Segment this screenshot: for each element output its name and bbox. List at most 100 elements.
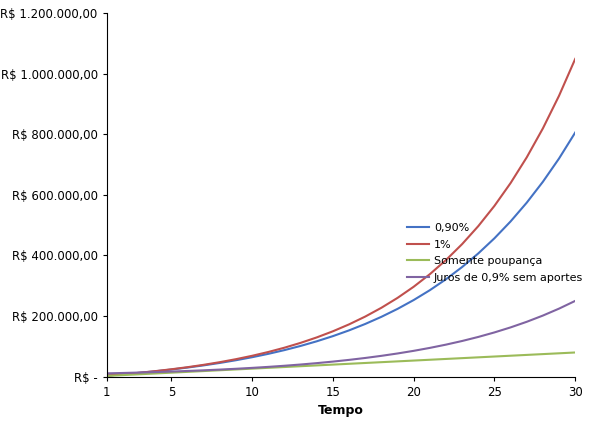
Somente poupança	[248, 366, 256, 371]
Line: Somente poupança: Somente poupança	[107, 352, 575, 376]
Line: 1%: 1%	[107, 59, 575, 375]
Juros de 0,9% sem aportes	[313, 361, 320, 366]
Juros de 0,9% sem aportes	[378, 353, 385, 359]
0,90%	[491, 236, 498, 241]
Juros de 0,9% sem aportes	[119, 370, 126, 375]
1%	[168, 367, 175, 372]
1%	[248, 353, 256, 359]
0,90%	[523, 200, 530, 205]
0,90%	[346, 328, 353, 333]
1%	[297, 340, 304, 346]
0,90%	[119, 372, 126, 377]
Juros de 0,9% sem aportes	[540, 313, 547, 318]
1%	[362, 314, 369, 319]
0,90%	[313, 339, 320, 344]
1%	[232, 356, 240, 362]
0,90%	[232, 358, 240, 363]
0,90%	[442, 277, 449, 282]
0,90%	[362, 321, 369, 326]
Somente poupança	[426, 357, 433, 362]
1%	[491, 203, 498, 208]
Somente poupança	[475, 355, 482, 360]
Juros de 0,9% sem aportes	[394, 351, 401, 356]
Juros de 0,9% sem aportes	[248, 365, 256, 371]
Juros de 0,9% sem aportes	[426, 345, 433, 350]
Somente poupança	[556, 351, 563, 356]
Somente poupança	[232, 367, 240, 372]
Legend: 0,90%, 1%, Somente poupança, Juros de 0,9% sem aportes: 0,90%, 1%, Somente poupança, Juros de 0,…	[403, 219, 588, 288]
Juros de 0,9% sem aportes	[362, 355, 369, 361]
1%	[264, 349, 272, 355]
0,90%	[297, 343, 304, 349]
Somente poupança	[329, 362, 336, 367]
1%	[184, 365, 191, 370]
Juros de 0,9% sem aportes	[103, 371, 110, 376]
X-axis label: Tempo: Tempo	[318, 404, 364, 417]
0,90%	[556, 156, 563, 161]
Somente poupança	[346, 361, 353, 366]
1%	[378, 305, 385, 310]
Line: 0,90%: 0,90%	[107, 132, 575, 375]
Somente poupança	[103, 373, 110, 378]
1%	[410, 284, 417, 289]
1%	[540, 126, 547, 131]
Somente poupança	[281, 365, 288, 370]
Somente poupança	[119, 372, 126, 378]
0,90%	[458, 265, 466, 270]
Somente poupança	[572, 350, 579, 355]
1%	[216, 359, 224, 365]
Juros de 0,9% sem aportes	[475, 334, 482, 339]
Somente poupança	[264, 365, 272, 370]
Juros de 0,9% sem aportes	[184, 368, 191, 374]
Somente poupança	[523, 352, 530, 358]
Juros de 0,9% sem aportes	[346, 357, 353, 362]
0,90%	[572, 130, 579, 135]
0,90%	[426, 288, 433, 293]
Juros de 0,9% sem aportes	[232, 366, 240, 372]
Juros de 0,9% sem aportes	[168, 369, 175, 374]
0,90%	[329, 333, 336, 339]
Line: Juros de 0,9% sem aportes: Juros de 0,9% sem aportes	[107, 301, 575, 373]
0,90%	[264, 351, 272, 356]
0,90%	[394, 306, 401, 311]
Juros de 0,9% sem aportes	[491, 330, 498, 335]
Somente poupança	[442, 356, 449, 362]
0,90%	[168, 367, 175, 372]
Somente poupança	[152, 371, 159, 376]
1%	[523, 155, 530, 160]
1%	[572, 56, 579, 61]
Juros de 0,9% sem aportes	[572, 298, 579, 304]
Somente poupança	[394, 359, 401, 364]
Somente poupança	[362, 360, 369, 365]
Somente poupança	[458, 355, 466, 361]
Somente poupança	[491, 354, 498, 359]
Somente poupança	[216, 368, 224, 373]
0,90%	[152, 368, 159, 374]
0,90%	[135, 370, 142, 375]
Somente poupança	[135, 372, 142, 377]
Juros de 0,9% sem aportes	[281, 363, 288, 368]
Somente poupança	[507, 353, 514, 359]
Juros de 0,9% sem aportes	[442, 342, 449, 347]
Juros de 0,9% sem aportes	[297, 362, 304, 367]
1%	[556, 93, 563, 98]
1%	[313, 335, 320, 340]
Juros de 0,9% sem aportes	[216, 367, 224, 372]
1%	[394, 295, 401, 301]
1%	[135, 370, 142, 375]
Somente poupança	[168, 370, 175, 375]
Juros de 0,9% sem aportes	[410, 348, 417, 353]
Somente poupança	[378, 359, 385, 365]
1%	[152, 368, 159, 374]
Somente poupança	[200, 368, 207, 374]
1%	[200, 362, 207, 368]
0,90%	[378, 314, 385, 320]
1%	[507, 181, 514, 186]
Juros de 0,9% sem aportes	[329, 359, 336, 364]
1%	[329, 329, 336, 334]
Somente poupança	[297, 364, 304, 369]
1%	[346, 322, 353, 327]
Somente poupança	[313, 363, 320, 368]
1%	[119, 372, 126, 377]
Juros de 0,9% sem aportes	[507, 325, 514, 330]
